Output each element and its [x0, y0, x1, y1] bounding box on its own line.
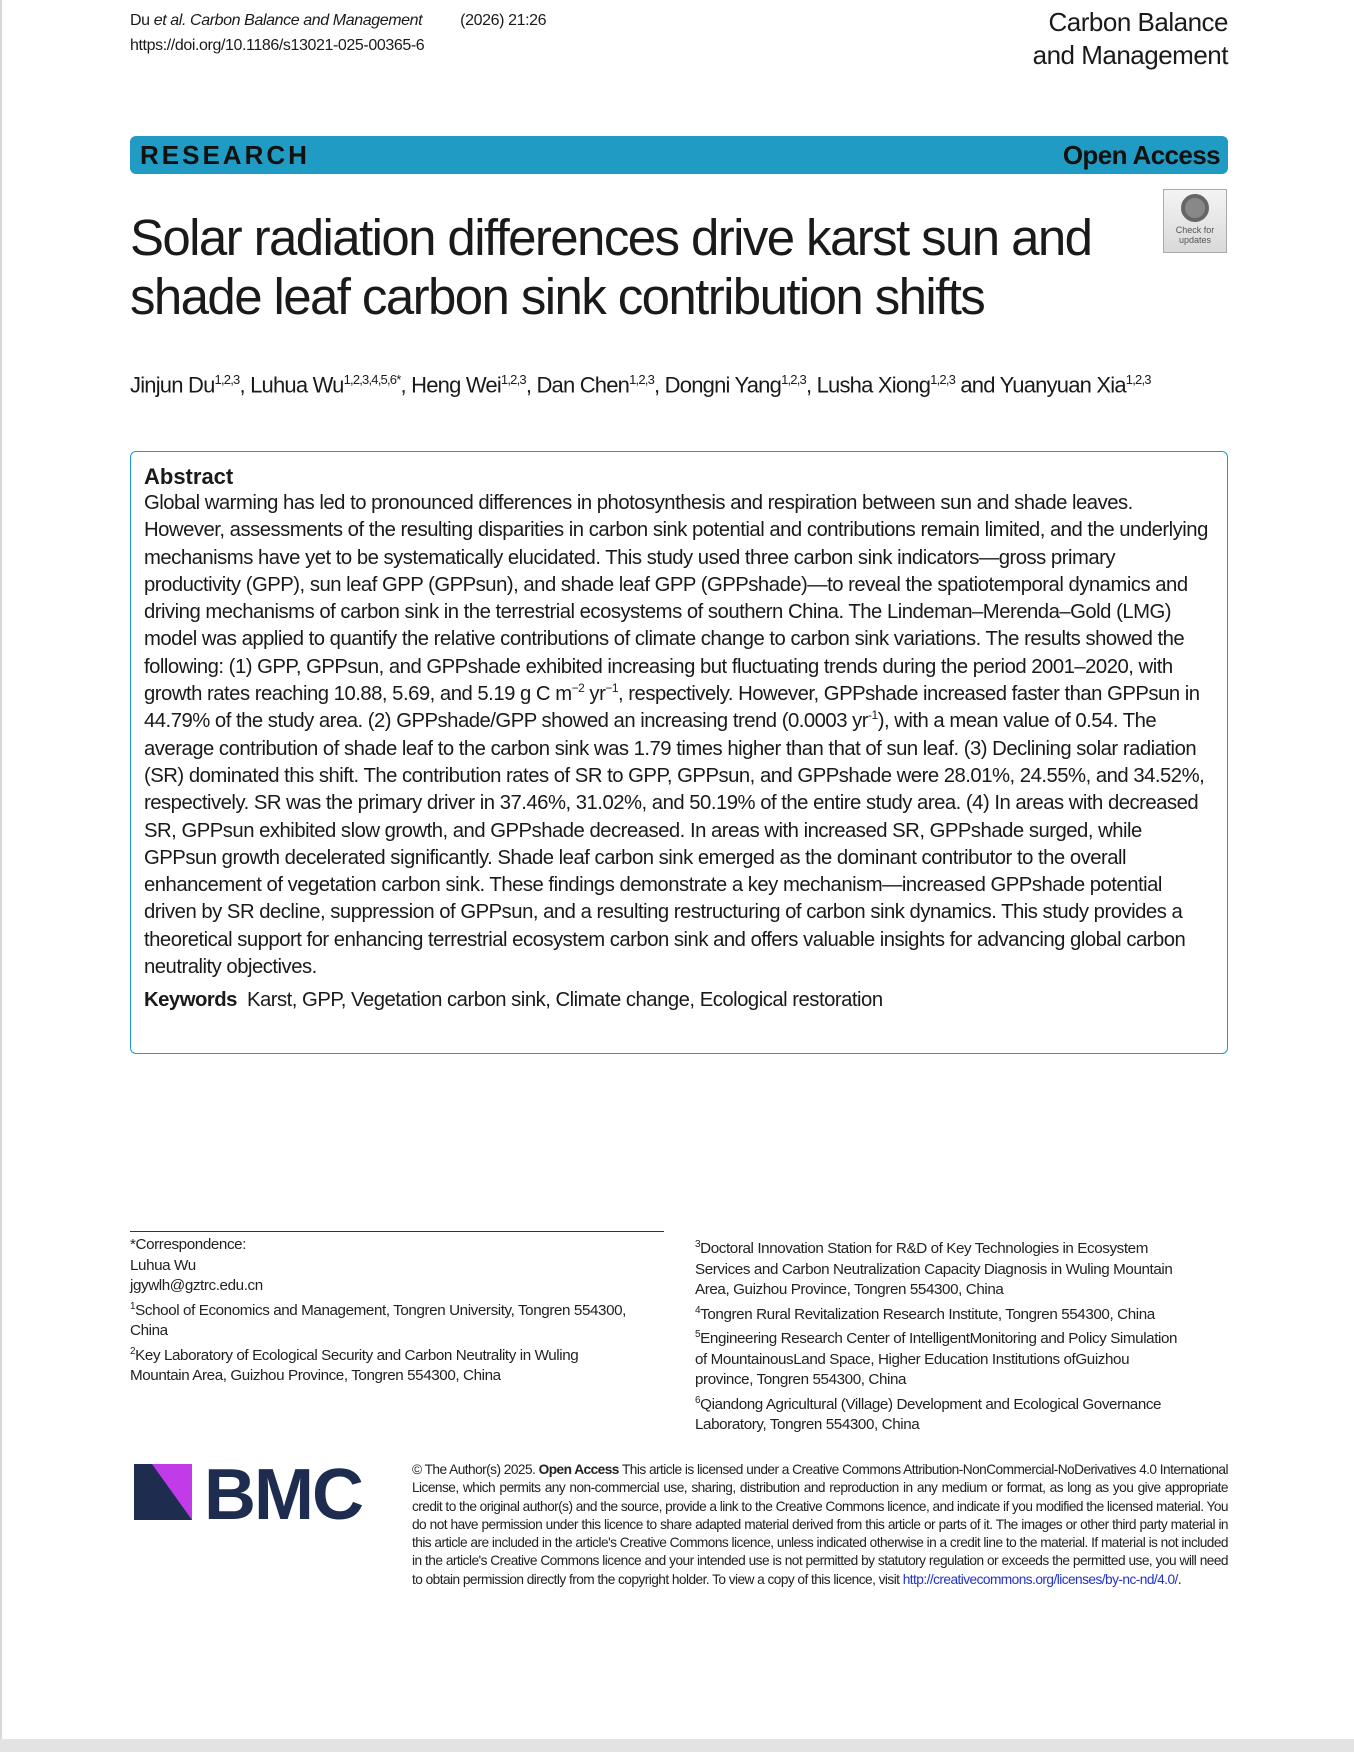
- page-edge: [0, 0, 2, 1739]
- journal-name-line1: Carbon Balance: [1048, 7, 1229, 37]
- check-updates-icon: [1181, 194, 1209, 222]
- author-affiliation-marks: 1,2,3: [1125, 372, 1152, 387]
- author-separator: ,: [239, 372, 251, 398]
- author-0[interactable]: Jinjun Du: [130, 372, 215, 398]
- author-separator: ,: [654, 372, 665, 398]
- journal-name-line2: and Management: [1032, 40, 1229, 70]
- author-separator: ,: [805, 372, 817, 398]
- abstract-heading: Abstract: [144, 464, 234, 489]
- bmc-logo: BMC: [134, 1462, 365, 1532]
- license-text: © The Author(s) 2025. Open Access This a…: [412, 1462, 1229, 1587]
- footnotes-right: 3Doctoral Innovation Station for R&D of …: [695, 1235, 1190, 1436]
- article-title: Solar radiation differences drive karst …: [130, 209, 1093, 325]
- citation-etal: et al.: [153, 12, 187, 29]
- author-4[interactable]: Dongni Yang: [664, 372, 782, 398]
- correspondence-label: *Correspondence:: [130, 1236, 247, 1253]
- abstract-text: Global warming has led to pronounced dif…: [144, 492, 1208, 979]
- check-updates-line2: updates: [1178, 235, 1212, 245]
- author-affiliation-marks: 1,2,3,4,5,6*: [343, 372, 402, 387]
- author-2[interactable]: Heng Wei: [411, 372, 502, 398]
- open-access-label: Open Access: [1062, 139, 1221, 170]
- author-6[interactable]: Yuanyuan Xia: [999, 372, 1127, 398]
- author-affiliation-marks: 1,2,3: [629, 372, 655, 387]
- doi-link[interactable]: https://doi.org/10.1186/s13021-025-00365…: [130, 37, 425, 54]
- check-for-updates-button[interactable]: Check for updates: [1163, 189, 1227, 253]
- affiliation-6: 6Qiandong Agricultural (Village) Develop…: [695, 1394, 1162, 1434]
- viewer-background: [0, 1739, 1354, 1752]
- author-affiliation-marks: 1,2,3: [930, 372, 956, 387]
- author-5[interactable]: Lusha Xiong: [816, 372, 931, 398]
- bmc-logo-text: BMC: [204, 1462, 363, 1532]
- running-header: Du et al. Carbon Balance and Management (…: [130, 8, 547, 58]
- author-separator: ,: [525, 372, 537, 398]
- author-affiliation-marks: 1,2,3: [781, 372, 807, 387]
- citation-journal: Carbon Balance and Management: [186, 12, 423, 29]
- article-type-banner: RESEARCH Open Access: [130, 136, 1228, 174]
- bmc-logo-triangle: [152, 1464, 192, 1520]
- article-type: RESEARCH: [140, 139, 310, 170]
- affiliation-3: 3Doctoral Innovation Station for R&D of …: [695, 1239, 1173, 1299]
- author-affiliation-marks: 1,2,3: [214, 372, 241, 387]
- keywords: Keywords Karst, GPP, Vegetation carbon si…: [144, 989, 1215, 1012]
- license-link[interactable]: http://creativecommons.org/licenses/by-n…: [902, 1571, 1179, 1587]
- footnotes-left: *Correspondence: Luhua Wu jgywlh@gztrc.e…: [130, 1235, 630, 1387]
- abstract-box: Abstract Global warming has led to prono…: [130, 451, 1228, 1054]
- correspondence-name: Luhua Wu: [130, 1256, 196, 1274]
- author-affiliation-marks: 1,2,3: [500, 372, 527, 387]
- author-1[interactable]: Luhua Wu: [250, 372, 344, 398]
- citation-volume: (2026) 21:26: [460, 12, 547, 29]
- correspondence-email[interactable]: jgywlh@gztrc.edu.cn: [130, 1277, 263, 1294]
- author-3[interactable]: Dan Chen: [536, 372, 630, 398]
- journal-name: Carbon Balance and Management: [1032, 6, 1229, 72]
- affiliation-2: 2Key Laboratory of Ecological Security a…: [130, 1345, 579, 1385]
- author-separator: ,: [400, 372, 412, 398]
- affiliation-5: 5Engineering Research Center of Intellig…: [695, 1329, 1178, 1389]
- affiliation-1: 1School of Economics and Management, Ton…: [130, 1300, 626, 1340]
- affiliation-4: 4Tongren Rural Revitalization Research I…: [695, 1304, 1155, 1323]
- author-list: Jinjun Du1,2,3, Luhua Wu1,2,3,4,5,6*, He…: [130, 372, 1152, 398]
- author-separator: and: [955, 372, 1000, 398]
- citation-authors: Du: [130, 12, 154, 29]
- check-updates-line1: Check for: [1175, 225, 1215, 235]
- keywords-list: Karst, GPP, Vegetation carbon sink, Clim…: [246, 989, 883, 1012]
- keywords-label: Keywords: [144, 989, 237, 1012]
- footnote-divider: [130, 1231, 664, 1232]
